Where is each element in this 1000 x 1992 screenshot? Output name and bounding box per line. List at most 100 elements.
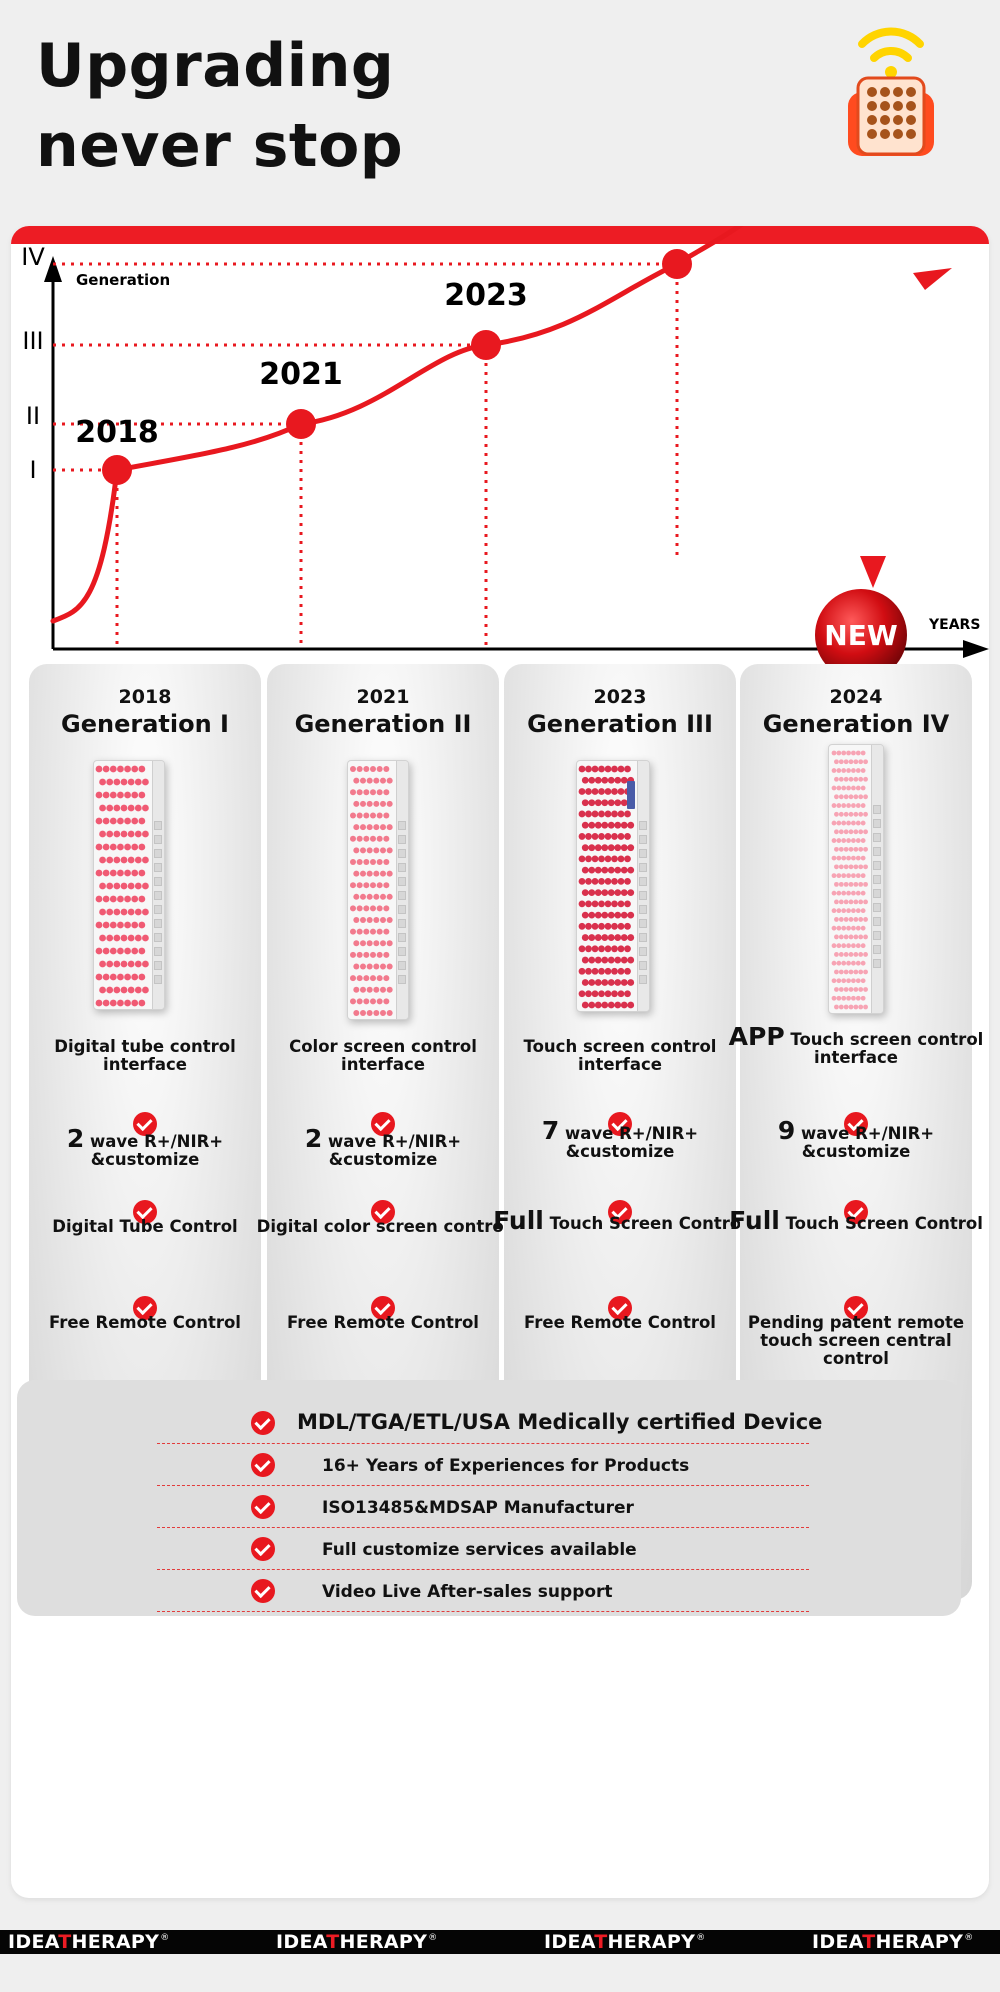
- vent-slot: [639, 947, 647, 956]
- control-screen: [627, 781, 635, 809]
- feature-highlight: Full: [493, 1206, 544, 1235]
- vent-slot: [398, 961, 406, 970]
- registered-mark: ®: [964, 1933, 974, 1943]
- feature-remote: Free Remote Control: [524, 1313, 716, 1332]
- feature-text: wave R+/NIR+ &customize: [565, 1124, 699, 1161]
- brand-part-1: IDEA: [276, 1931, 327, 1953]
- vent-slot: [639, 933, 647, 942]
- vent-slot: [873, 861, 881, 870]
- year-label-2023: 2023: [444, 278, 528, 313]
- check-icon: [251, 1579, 275, 1603]
- data-point-2021: [286, 409, 316, 439]
- data-point-2023: [471, 330, 501, 360]
- brand-part-3: HERAPY: [339, 1931, 428, 1953]
- certification-text: ISO13485&MDSAP Manufacturer: [322, 1498, 634, 1518]
- vent-slot: [639, 975, 647, 984]
- certification-text: MDL/TGA/ETL/USA Medically certified Devi…: [297, 1410, 823, 1434]
- column-year: 2018: [118, 686, 172, 708]
- check-icon: [371, 1200, 395, 1224]
- check-icon: [844, 1200, 868, 1224]
- vent-slot: [873, 945, 881, 954]
- feature-highlight: 2: [66, 1124, 85, 1153]
- vent-slot: [154, 891, 162, 900]
- brand-logo: IDEATHERAPY®: [8, 1931, 170, 1953]
- feature-wave: 2 wave R+/NIR+ &customize: [255, 1126, 511, 1169]
- brand-part-1: IDEA: [812, 1931, 863, 1953]
- year-label-2018: 2018: [75, 415, 159, 450]
- brand-part-2: T: [594, 1931, 608, 1953]
- feature-highlight: 7: [541, 1116, 560, 1145]
- led-dots: [95, 765, 149, 1007]
- brand-logo: IDEATHERAPY®: [544, 1931, 706, 1953]
- vent-slot: [154, 821, 162, 830]
- down-arrow-icon: [860, 556, 886, 588]
- check-icon: [133, 1200, 157, 1224]
- vent-slot: [639, 905, 647, 914]
- vent-slot: [398, 863, 406, 872]
- feature-text: wave R+/NIR+ &customize: [801, 1124, 935, 1161]
- generation-name: Generation I: [61, 710, 229, 738]
- y-tick-label: II: [26, 402, 40, 430]
- vent-slot: [154, 835, 162, 844]
- vent-slot: [398, 905, 406, 914]
- feature-control: Full Touch Screen Control: [492, 1208, 748, 1233]
- feature-highlight: Full: [729, 1206, 780, 1235]
- brand-part-2: T: [58, 1931, 72, 1953]
- feature-interface: Touch screen control interface: [492, 1038, 748, 1074]
- feature-interface: APP Touch screen control interface: [728, 1024, 984, 1067]
- check-icon: [844, 1112, 868, 1136]
- feature-wave: 9 wave R+/NIR+ &customize: [728, 1118, 984, 1161]
- vent-slot: [639, 877, 647, 886]
- certification-item: 16+ Years of Experiences for Products: [157, 1444, 809, 1486]
- year-label-2024: 2024: [635, 226, 719, 232]
- check-icon: [133, 1112, 157, 1136]
- vent-slot: [639, 961, 647, 970]
- vent-slot: [398, 877, 406, 886]
- vent-slot: [154, 947, 162, 956]
- feature-text: Digital color screen control: [256, 1217, 510, 1236]
- x-axis-arrow-icon: [963, 640, 989, 658]
- led-dots: [831, 750, 868, 1010]
- certification-item: Full customize services available: [157, 1528, 809, 1570]
- vent-slot: [154, 961, 162, 970]
- feature-text: wave R+/NIR+ &customize: [90, 1132, 224, 1169]
- registered-mark: ®: [160, 1933, 170, 1943]
- check-icon: [133, 1296, 157, 1320]
- vent-slot: [398, 947, 406, 956]
- feature-interface: Digital tube control interface: [17, 1038, 273, 1074]
- panel-side: [637, 761, 649, 1011]
- vent-slot: [154, 905, 162, 914]
- led-dots: [350, 766, 393, 1016]
- check-icon: [608, 1296, 632, 1320]
- vent-slot: [398, 891, 406, 900]
- vent-slot: [639, 891, 647, 900]
- certification-text: Full customize services available: [322, 1540, 637, 1560]
- check-icon: [251, 1453, 275, 1477]
- data-point-2018: [102, 455, 132, 485]
- brand-part-3: HERAPY: [875, 1931, 964, 1953]
- data-point-2024: [662, 249, 692, 279]
- vent-slot: [154, 919, 162, 928]
- brand-part-2: T: [326, 1931, 340, 1953]
- vent-slot: [154, 975, 162, 984]
- vent-slot: [398, 975, 406, 984]
- feature-text: wave R+/NIR+ &customize: [328, 1132, 462, 1169]
- feature-control: Full Touch Screen Control: [728, 1208, 984, 1233]
- check-icon: [251, 1495, 275, 1519]
- wifi-led-panel-icon: [848, 27, 934, 156]
- feature-text: Touch screen control interface: [523, 1037, 717, 1074]
- vent-slot: [639, 919, 647, 928]
- feature-text: Touch Screen Control: [549, 1214, 747, 1233]
- y-tick-label: III: [22, 327, 43, 355]
- check-icon: [251, 1537, 275, 1561]
- new-badge: NEW: [824, 619, 898, 652]
- vent-slot: [873, 833, 881, 842]
- feature-highlight: APP: [728, 1022, 785, 1051]
- feature-control: Digital Tube Control: [17, 1218, 273, 1236]
- vent-slot: [154, 849, 162, 858]
- vent-slot: [873, 875, 881, 884]
- vent-slot: [154, 933, 162, 942]
- brand-part-3: HERAPY: [607, 1931, 696, 1953]
- brand-part-1: IDEA: [8, 1931, 59, 1953]
